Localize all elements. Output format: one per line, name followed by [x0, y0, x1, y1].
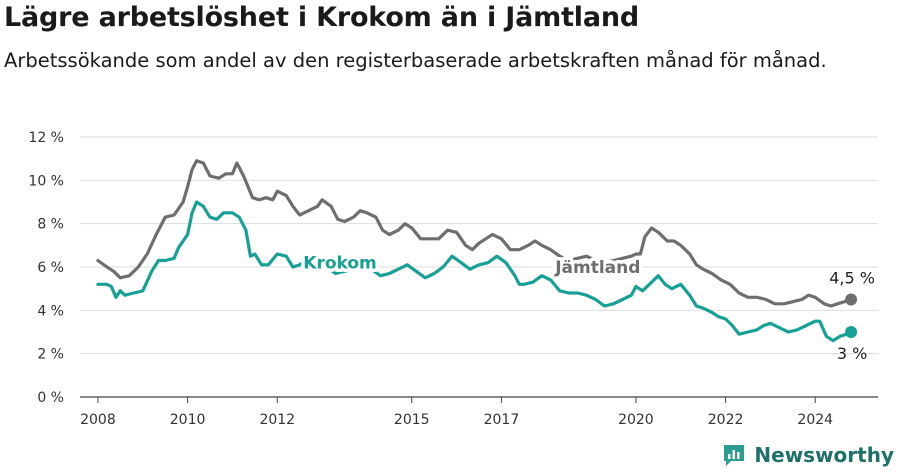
x-tick-label: 2015	[394, 412, 430, 428]
y-tick-label: 10 %	[28, 173, 64, 189]
x-tick-label: 2017	[484, 412, 520, 428]
end-point-krokom	[845, 326, 858, 338]
series-label-krokom: Krokom	[303, 254, 376, 274]
x-tick-label: 2012	[259, 412, 295, 428]
y-tick-label: 6 %	[37, 260, 64, 276]
x-tick-label: 2024	[797, 412, 833, 428]
y-tick-label: 4 %	[37, 303, 64, 319]
x-tick-label: 2010	[170, 412, 206, 428]
end-point-jmtland	[845, 293, 858, 306]
x-tick-label: 2022	[708, 412, 744, 428]
brand: Newsworthy	[721, 442, 894, 468]
x-tick-label: 2008	[80, 412, 116, 428]
x-tick-label: 2020	[618, 412, 654, 428]
y-tick-label: 8 %	[37, 217, 64, 233]
y-tick-label: 0 %	[37, 390, 64, 406]
series-line-krokom	[96, 200, 853, 343]
y-tick-label: 2 %	[37, 347, 64, 363]
chart-title: Lägre arbetslöshet i Krokom än i Jämtlan…	[4, 2, 640, 33]
y-tick-label: 12 %	[28, 130, 64, 146]
series-line-jmtland	[96, 159, 853, 308]
end-label-krokom: 3 %	[837, 344, 867, 363]
chart-subtitle: Arbetssökande som andel av den registerb…	[4, 49, 827, 72]
newsworthy-logo-icon	[724, 445, 745, 466]
series-label-jmtland: Jämtland	[554, 258, 640, 278]
end-label-jmtland: 4,5 %	[829, 269, 875, 288]
brand-name: Newsworthy	[754, 443, 894, 467]
